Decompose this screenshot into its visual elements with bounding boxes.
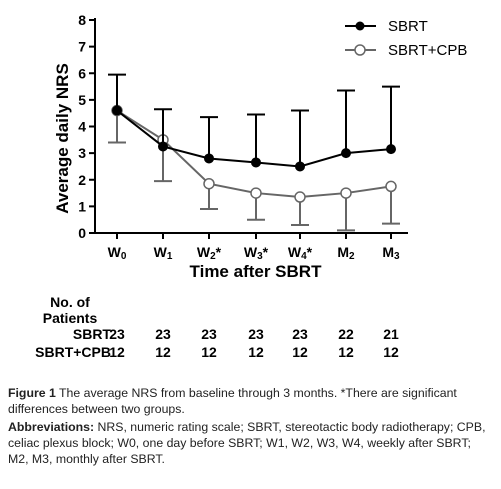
y-tick-label: 1	[78, 198, 86, 214]
x-axis-title: Time after SBRT	[190, 262, 323, 281]
legend-label: SBRT	[388, 18, 428, 35]
legend-marker	[355, 21, 365, 31]
data-point	[341, 148, 351, 159]
nrs-chart: 0 1 2 3 4 5 6 7 8 W0 W1 W2* W3* W4* M2 M3 Time after SBR…	[53, 12, 467, 281]
table-header-line2: Patients	[42, 310, 98, 326]
table-cell: 23	[201, 326, 217, 342]
table-cell: 12	[248, 344, 264, 360]
x-tick-label: W2*	[197, 244, 222, 262]
data-point	[203, 177, 215, 190]
figure-label: Figure 1	[8, 386, 56, 400]
data-point	[385, 180, 397, 193]
table-cell: 12	[109, 344, 125, 360]
x-tick-label: W1	[154, 244, 173, 262]
legend-label: SBRT+CPB	[388, 42, 467, 59]
table-cell: 21	[383, 326, 399, 342]
x-tick-label: W4*	[288, 244, 313, 262]
y-tick-label: 0	[78, 225, 86, 241]
y-tick-label: 3	[78, 145, 86, 161]
table-row-label: SBRT+CPB	[35, 344, 111, 360]
table-cell: 23	[155, 326, 171, 342]
table-cell: 12	[338, 344, 354, 360]
y-tick-label: 8	[78, 12, 86, 28]
abbreviations-text: NRS, numeric rating scale; SBRT, stereot…	[8, 420, 486, 466]
table-cell: 23	[248, 326, 264, 342]
data-point	[340, 187, 352, 199]
table-header-line1: No. of	[50, 294, 90, 310]
x-tick-label: M3	[382, 244, 400, 262]
table-cell: 12	[292, 344, 308, 360]
y-axis-title: Average daily NRS	[53, 63, 72, 214]
table-cell: 12	[383, 344, 399, 360]
data-point	[386, 144, 396, 155]
series-sbrt-cpb	[108, 104, 400, 232]
table-cell: 23	[109, 326, 125, 342]
x-tick-label: W0	[108, 244, 127, 262]
y-tick-label: 4	[78, 119, 86, 135]
data-point	[295, 161, 305, 172]
table-cell: 12	[155, 344, 171, 360]
figure-text: The average NRS from baseline through 3 …	[8, 386, 457, 416]
data-point	[204, 153, 214, 164]
table-cell: 23	[292, 326, 308, 342]
table-cell: 22	[338, 326, 354, 342]
data-point	[250, 187, 262, 199]
figure-caption: Figure 1 The average NRS from baseline t…	[8, 385, 492, 469]
data-point	[251, 157, 261, 168]
y-tick-label: 6	[78, 65, 86, 81]
table-row-label: SBRT	[72, 326, 111, 342]
y-tick-label: 2	[78, 172, 86, 188]
y-tick-label: 7	[78, 39, 86, 55]
chart-legend: SBRT SBRT+CPB	[345, 18, 467, 59]
y-tick-label: 5	[78, 92, 86, 108]
data-point	[112, 105, 122, 116]
table-cell: 12	[201, 344, 217, 360]
data-point	[158, 141, 168, 152]
abbreviations-label: Abbreviations:	[8, 420, 95, 434]
x-tick-label: W3*	[244, 244, 269, 262]
data-point	[294, 191, 306, 203]
chart-axes: 0 1 2 3 4 5 6 7 8 W0 W1 W2* W3* W4* M2 M3 Time after SBR…	[53, 12, 408, 281]
legend-marker	[354, 44, 366, 56]
x-tick-label: M2	[337, 244, 355, 262]
series-sbrt	[108, 73, 400, 172]
